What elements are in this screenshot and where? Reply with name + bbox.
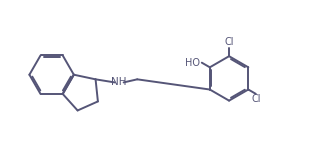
- Text: NH: NH: [111, 77, 126, 87]
- Text: Cl: Cl: [251, 95, 260, 104]
- Text: Cl: Cl: [224, 37, 234, 47]
- Text: HO: HO: [185, 58, 200, 68]
